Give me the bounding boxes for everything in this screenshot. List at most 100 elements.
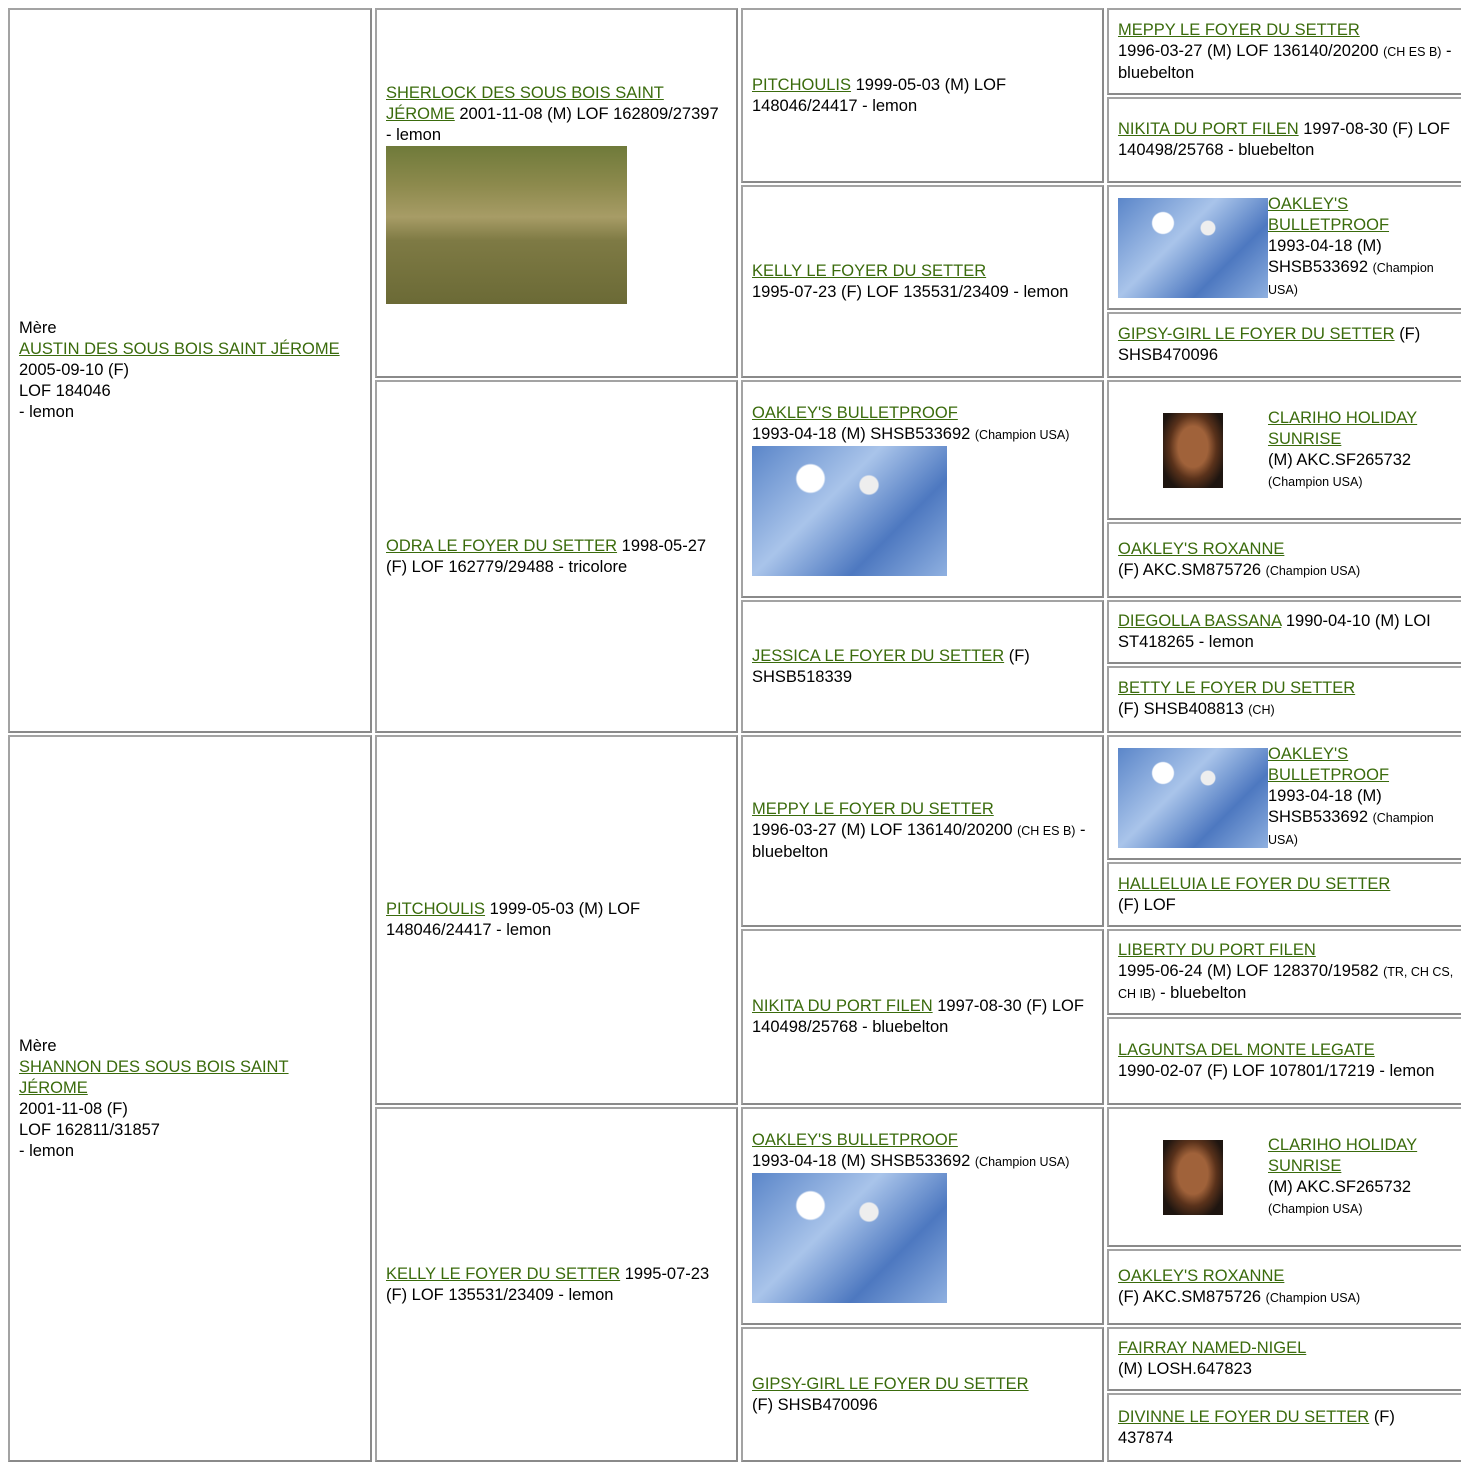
dog-name-link[interactable]: CLARIHO HOLIDAY SUNRISE <box>1268 1135 1418 1175</box>
dog-name-link[interactable]: OAKLEY'S ROXANNE <box>1118 1266 1285 1285</box>
dog-name-link[interactable]: PITCHOULIS <box>752 75 852 94</box>
pedigree-cell: OAKLEY'S ROXANNE (F) AKC.SM875726 (Champi… <box>1107 1249 1461 1325</box>
dog-name-link[interactable]: FAIRRAY NAMED-NIGEL <box>1118 1339 1307 1357</box>
dog-info: - lemon <box>19 1141 75 1160</box>
cell-text: LIBERTY DU PORT FILEN 1995-06-24 (M) LOF … <box>1118 940 1454 1005</box>
dog-name-link[interactable]: AUSTIN DES SOUS BOIS SAINT JÉROME <box>19 340 340 358</box>
dog-title-note: (TR, CH CS, CH IB) <box>1118 964 1454 1001</box>
dog-name-link[interactable]: KELLY LE FOYER DU SETTER <box>752 261 987 280</box>
pedigree-cell: MEPPY LE FOYER DU SETTER 1996-03-27 (M) L… <box>1107 8 1461 95</box>
dog-name-link[interactable]: OAKLEY'S ROXANNE <box>1118 539 1285 558</box>
dog-title-note: (Champion USA) <box>974 427 1070 442</box>
pedigree-cell: KELLY LE FOYER DU SETTER 1995-07-23 (F) L… <box>741 185 1104 378</box>
dog-name-link[interactable]: DIEGOLLA BASSANA <box>1118 612 1282 630</box>
dog-name-link[interactable]: SHANNON DES SOUS BOIS SAINT JÉROME <box>19 1057 289 1097</box>
cell-text: LAGUNTSA DEL MONTE LEGATE 1990-02-07 (F) … <box>1118 1040 1454 1082</box>
cell-text: CLARIHO HOLIDAY SUNRISE (M) AKC.SF265732 … <box>1268 1135 1454 1220</box>
dog-name-link[interactable]: ODRA LE FOYER DU SETTER <box>386 536 618 555</box>
pedigree-cell: OAKLEY'S BULLETPROOF 1993-04-18 (M) SHSB5… <box>741 380 1104 598</box>
cell-text: CLARIHO HOLIDAY SUNRISE (M) AKC.SF265732 … <box>1268 408 1454 493</box>
dog-name-link[interactable]: LIBERTY DU PORT FILEN <box>1118 940 1316 959</box>
dog-title-note: (Champion USA) <box>1265 1290 1361 1305</box>
cell-text: KELLY LE FOYER DU SETTER 1995-07-23 (F) … <box>386 1264 727 1306</box>
cell-text: GIPSY-GIRL LE FOYER DU SETTER (F) SHSB470… <box>752 1374 1093 1416</box>
dog-info: LOF 162811/31857 <box>19 1120 160 1139</box>
dog-name-link[interactable]: KELLY LE FOYER DU SETTER <box>386 1264 621 1283</box>
dog-name-link[interactable]: MEPPY LE FOYER DU SETTER <box>1118 20 1360 39</box>
dog-name-link[interactable]: OAKLEY'S BULLETPROOF <box>752 403 958 422</box>
dog-info: 1995-06-24 (M) LOF 128370/19582 <box>1118 961 1379 980</box>
dog-photo <box>752 445 947 576</box>
dog-info: (F) SHSB518339 <box>752 646 1030 686</box>
dog-info: 2001-11-08 (M) LOF 162809/27397 - lemon <box>386 104 719 144</box>
dog-name-link[interactable]: GIPSY-GIRL LE FOYER DU SETTER <box>1118 325 1395 343</box>
dog-color: - bluebelton <box>752 821 1086 861</box>
dog-info: 1996-03-27 (M) LOF 136140/20200 <box>1118 41 1379 60</box>
pedigree-cell: FAIRRAY NAMED-NIGEL (M) LOSH.647823 <box>1107 1327 1461 1391</box>
pedigree-cell: OAKLEY'S BULLETPROOF 1993-04-18 (M) SHSB5… <box>741 1107 1104 1325</box>
dog-name-link[interactable]: JESSICA LE FOYER DU SETTER <box>752 646 1005 665</box>
dog-name-link[interactable]: OAKLEY'S BULLETPROOF <box>752 1130 958 1149</box>
cell-text: OAKLEY'S BULLETPROOF 1993-04-18 (M) SHSB5… <box>752 1130 1093 1303</box>
cell-text: Mère AUSTIN DES SOUS BOIS SAINT JÉROME 200… <box>19 318 361 423</box>
dog-info: 1995-07-23 (F) LOF 135531/23409 - lemon <box>752 282 1069 301</box>
photo-holder <box>1118 747 1268 848</box>
cell-text: OAKLEY'S ROXANNE (F) AKC.SM875726 (Champi… <box>1118 539 1454 582</box>
dog-name-link[interactable]: LAGUNTSA DEL MONTE LEGATE <box>1118 1041 1375 1059</box>
dog-info: (F) SHSB470096 <box>1118 325 1421 364</box>
cell-text: DIEGOLLA BASSANA 1990-04-10 (M) LOI ST41… <box>1118 611 1454 653</box>
pedigree-cell: SHERLOCK DES SOUS BOIS SAINT JÉROME 2001… <box>375 8 738 378</box>
dog-title-note: (CH) <box>1248 703 1275 717</box>
pedigree-cell: LIBERTY DU PORT FILEN 1995-06-24 (M) LOF … <box>1107 929 1461 1015</box>
pedigree-cell: NIKITA DU PORT FILEN 1997-08-30 (F) LOF … <box>1107 97 1461 183</box>
dog-name-link[interactable]: GIPSY-GIRL LE FOYER DU SETTER <box>752 1374 1029 1393</box>
dog-name-link[interactable]: OAKLEY'S BULLETPROOF <box>1268 745 1390 784</box>
dog-info: 1995-07-23 (F) LOF 135531/23409 - lemon <box>386 1264 710 1304</box>
pedigree-cell: CLARIHO HOLIDAY SUNRISE (M) AKC.SF265732 … <box>1107 380 1461 520</box>
cell-row: OAKLEY'S BULLETPROOF 1993-04-18 (M) SHSB5… <box>1118 744 1454 851</box>
dog-name-link[interactable]: MEPPY LE FOYER DU SETTER <box>752 800 994 818</box>
pedigree-cell: OAKLEY'S ROXANNE (F) AKC.SM875726 (Champi… <box>1107 522 1461 598</box>
dog-info: (F) AKC.SM875726 <box>1118 560 1262 579</box>
dog-info: 1999-05-03 (M) LOF 148046/24417 - lemon <box>386 900 641 939</box>
dog-title-note: (Champion USA) <box>1265 563 1361 578</box>
dog-name-link[interactable]: PITCHOULIS <box>386 900 486 918</box>
pedigree-cell: Mère AUSTIN DES SOUS BOIS SAINT JÉROME 200… <box>8 8 372 733</box>
cell-text: JESSICA LE FOYER DU SETTER (F) SHSB51833… <box>752 646 1093 688</box>
cell-text: OAKLEY'S ROXANNE (F) AKC.SM875726 (Champi… <box>1118 1266 1454 1309</box>
dog-info: 1993-04-18 (M) SHSB533692 <box>752 1151 971 1170</box>
dog-title-note: (Champion USA) <box>1268 1201 1363 1216</box>
dog-name-link[interactable]: DIVINNE LE FOYER DU SETTER <box>1118 1407 1370 1426</box>
pedigree-cell: HALLELUIA LE FOYER DU SETTER (F) LOF <box>1107 862 1461 927</box>
cell-text: NIKITA DU PORT FILEN 1997-08-30 (F) LOF … <box>752 996 1093 1038</box>
photo-holder <box>1118 197 1268 298</box>
pedigree-cell: BETTY LE FOYER DU SETTER (F) SHSB408813 (… <box>1107 666 1461 733</box>
pedigree-cell: Mère SHANNON DES SOUS BOIS SAINT JÉROME 20… <box>8 735 372 1462</box>
dog-name-link[interactable]: CLARIHO HOLIDAY SUNRISE <box>1268 408 1418 448</box>
dog-info: (F) SHSB470096 <box>752 1395 878 1414</box>
dog-name-link[interactable]: SHERLOCK DES SOUS BOIS SAINT JÉROME <box>386 83 664 123</box>
parent-label: Mère <box>19 319 57 337</box>
pedigree-cell: GIPSY-GIRL LE FOYER DU SETTER (F) SHSB47… <box>1107 312 1461 378</box>
dog-info: 1996-03-27 (M) LOF 136140/20200 <box>752 821 1013 839</box>
dog-name-link[interactable]: HALLELUIA LE FOYER DU SETTER <box>1118 874 1391 893</box>
dog-name-link[interactable]: NIKITA DU PORT FILEN <box>1118 120 1299 138</box>
dog-info: 1993-04-18 (M) SHSB533692 <box>752 424 971 443</box>
dog-title-note: (Champion USA) <box>1268 261 1434 297</box>
cell-text: NIKITA DU PORT FILEN 1997-08-30 (F) LOF … <box>1118 119 1454 161</box>
dog-name-link[interactable]: OAKLEY'S BULLETPROOF <box>1268 195 1390 234</box>
cell-text: OAKLEY'S BULLETPROOF 1993-04-18 (M) SHSB5… <box>1268 744 1454 851</box>
dog-name-link[interactable]: BETTY LE FOYER DU SETTER <box>1118 679 1356 697</box>
dog-name-link[interactable]: NIKITA DU PORT FILEN <box>752 997 933 1015</box>
dog-title-note: (CH ES B) <box>1383 44 1442 59</box>
cell-text: ODRA LE FOYER DU SETTER 1998-05-27 (F) L… <box>386 536 727 578</box>
dog-photo <box>752 1172 947 1303</box>
dog-info: (F) SHSB408813 <box>1118 700 1244 718</box>
dog-photo <box>386 145 627 304</box>
dog-info: (M) AKC.SF265732 <box>1268 1177 1412 1196</box>
dog-info: 1997-08-30 (F) LOF 140498/25768 - bluebe… <box>1118 120 1450 159</box>
cell-text: SHERLOCK DES SOUS BOIS SAINT JÉROME 2001… <box>386 83 727 304</box>
dog-photo <box>1163 412 1223 488</box>
cell-text: KELLY LE FOYER DU SETTER 1995-07-23 (F) L… <box>752 261 1093 303</box>
